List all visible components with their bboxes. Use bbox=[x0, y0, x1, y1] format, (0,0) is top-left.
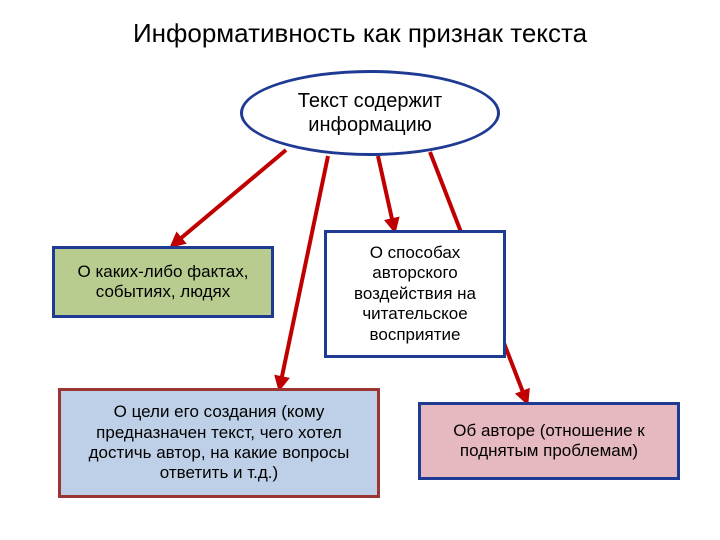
arrow-methods bbox=[366, 144, 406, 240]
node-author: Об авторе (отношение к поднятым проблема… bbox=[418, 402, 680, 480]
node-root: Текст содержит информацию bbox=[240, 70, 500, 156]
node-methods-label: О способах авторского воздействия на чит… bbox=[335, 243, 495, 345]
node-facts: О каких-либо фактах, событиях, людях bbox=[52, 246, 274, 318]
page-title: Информативность как признак текста bbox=[0, 18, 720, 49]
node-purpose-label: О цели его создания (кому предназначен т… bbox=[69, 402, 369, 484]
node-facts-label: О каких-либо фактах, событиях, людях bbox=[63, 262, 263, 303]
node-methods: О способах авторского воздействия на чит… bbox=[324, 230, 506, 358]
node-author-label: Об авторе (отношение к поднятым проблема… bbox=[429, 421, 669, 462]
node-root-label: Текст содержит информацию bbox=[243, 89, 497, 137]
node-purpose: О цели его создания (кому предназначен т… bbox=[58, 388, 380, 498]
